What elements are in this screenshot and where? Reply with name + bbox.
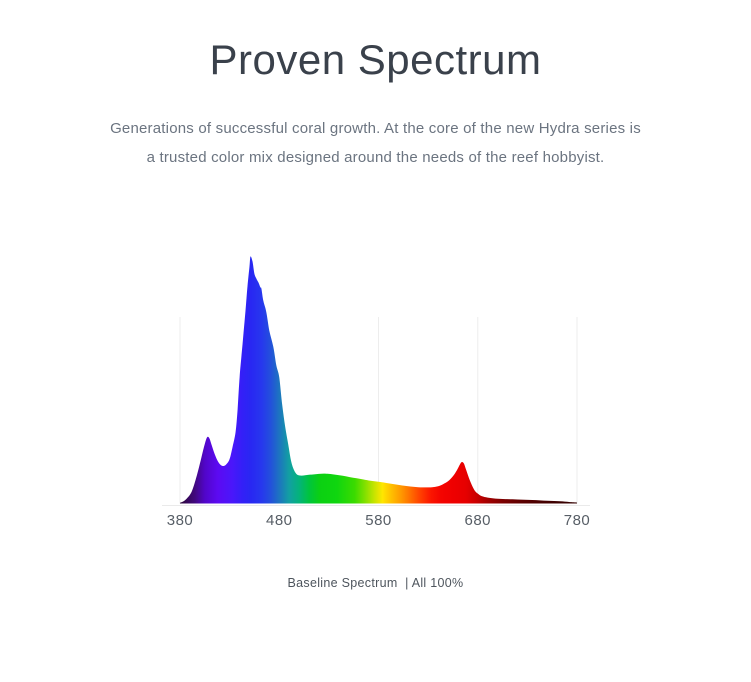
page-subtitle: Generations of successful coral growth. … xyxy=(0,114,751,172)
x-axis-tick-label: 780 xyxy=(563,512,591,529)
x-axis-tick-label: 480 xyxy=(265,512,293,529)
x-axis-tick-label: 380 xyxy=(166,512,194,529)
spectrum-area xyxy=(180,256,577,504)
x-axis-tick-label: 680 xyxy=(464,512,492,529)
spectrum-plot xyxy=(162,256,590,506)
x-axis-tick-label: 580 xyxy=(365,512,392,529)
chart-caption: Baseline Spectrum | All 100% xyxy=(287,576,464,590)
page-title: Proven Spectrum xyxy=(209,36,542,83)
page-subtitle-line-2: a trusted color mix designed around the … xyxy=(146,149,605,166)
page-subtitle-line-1: Generations of successful coral growth. … xyxy=(110,120,641,137)
